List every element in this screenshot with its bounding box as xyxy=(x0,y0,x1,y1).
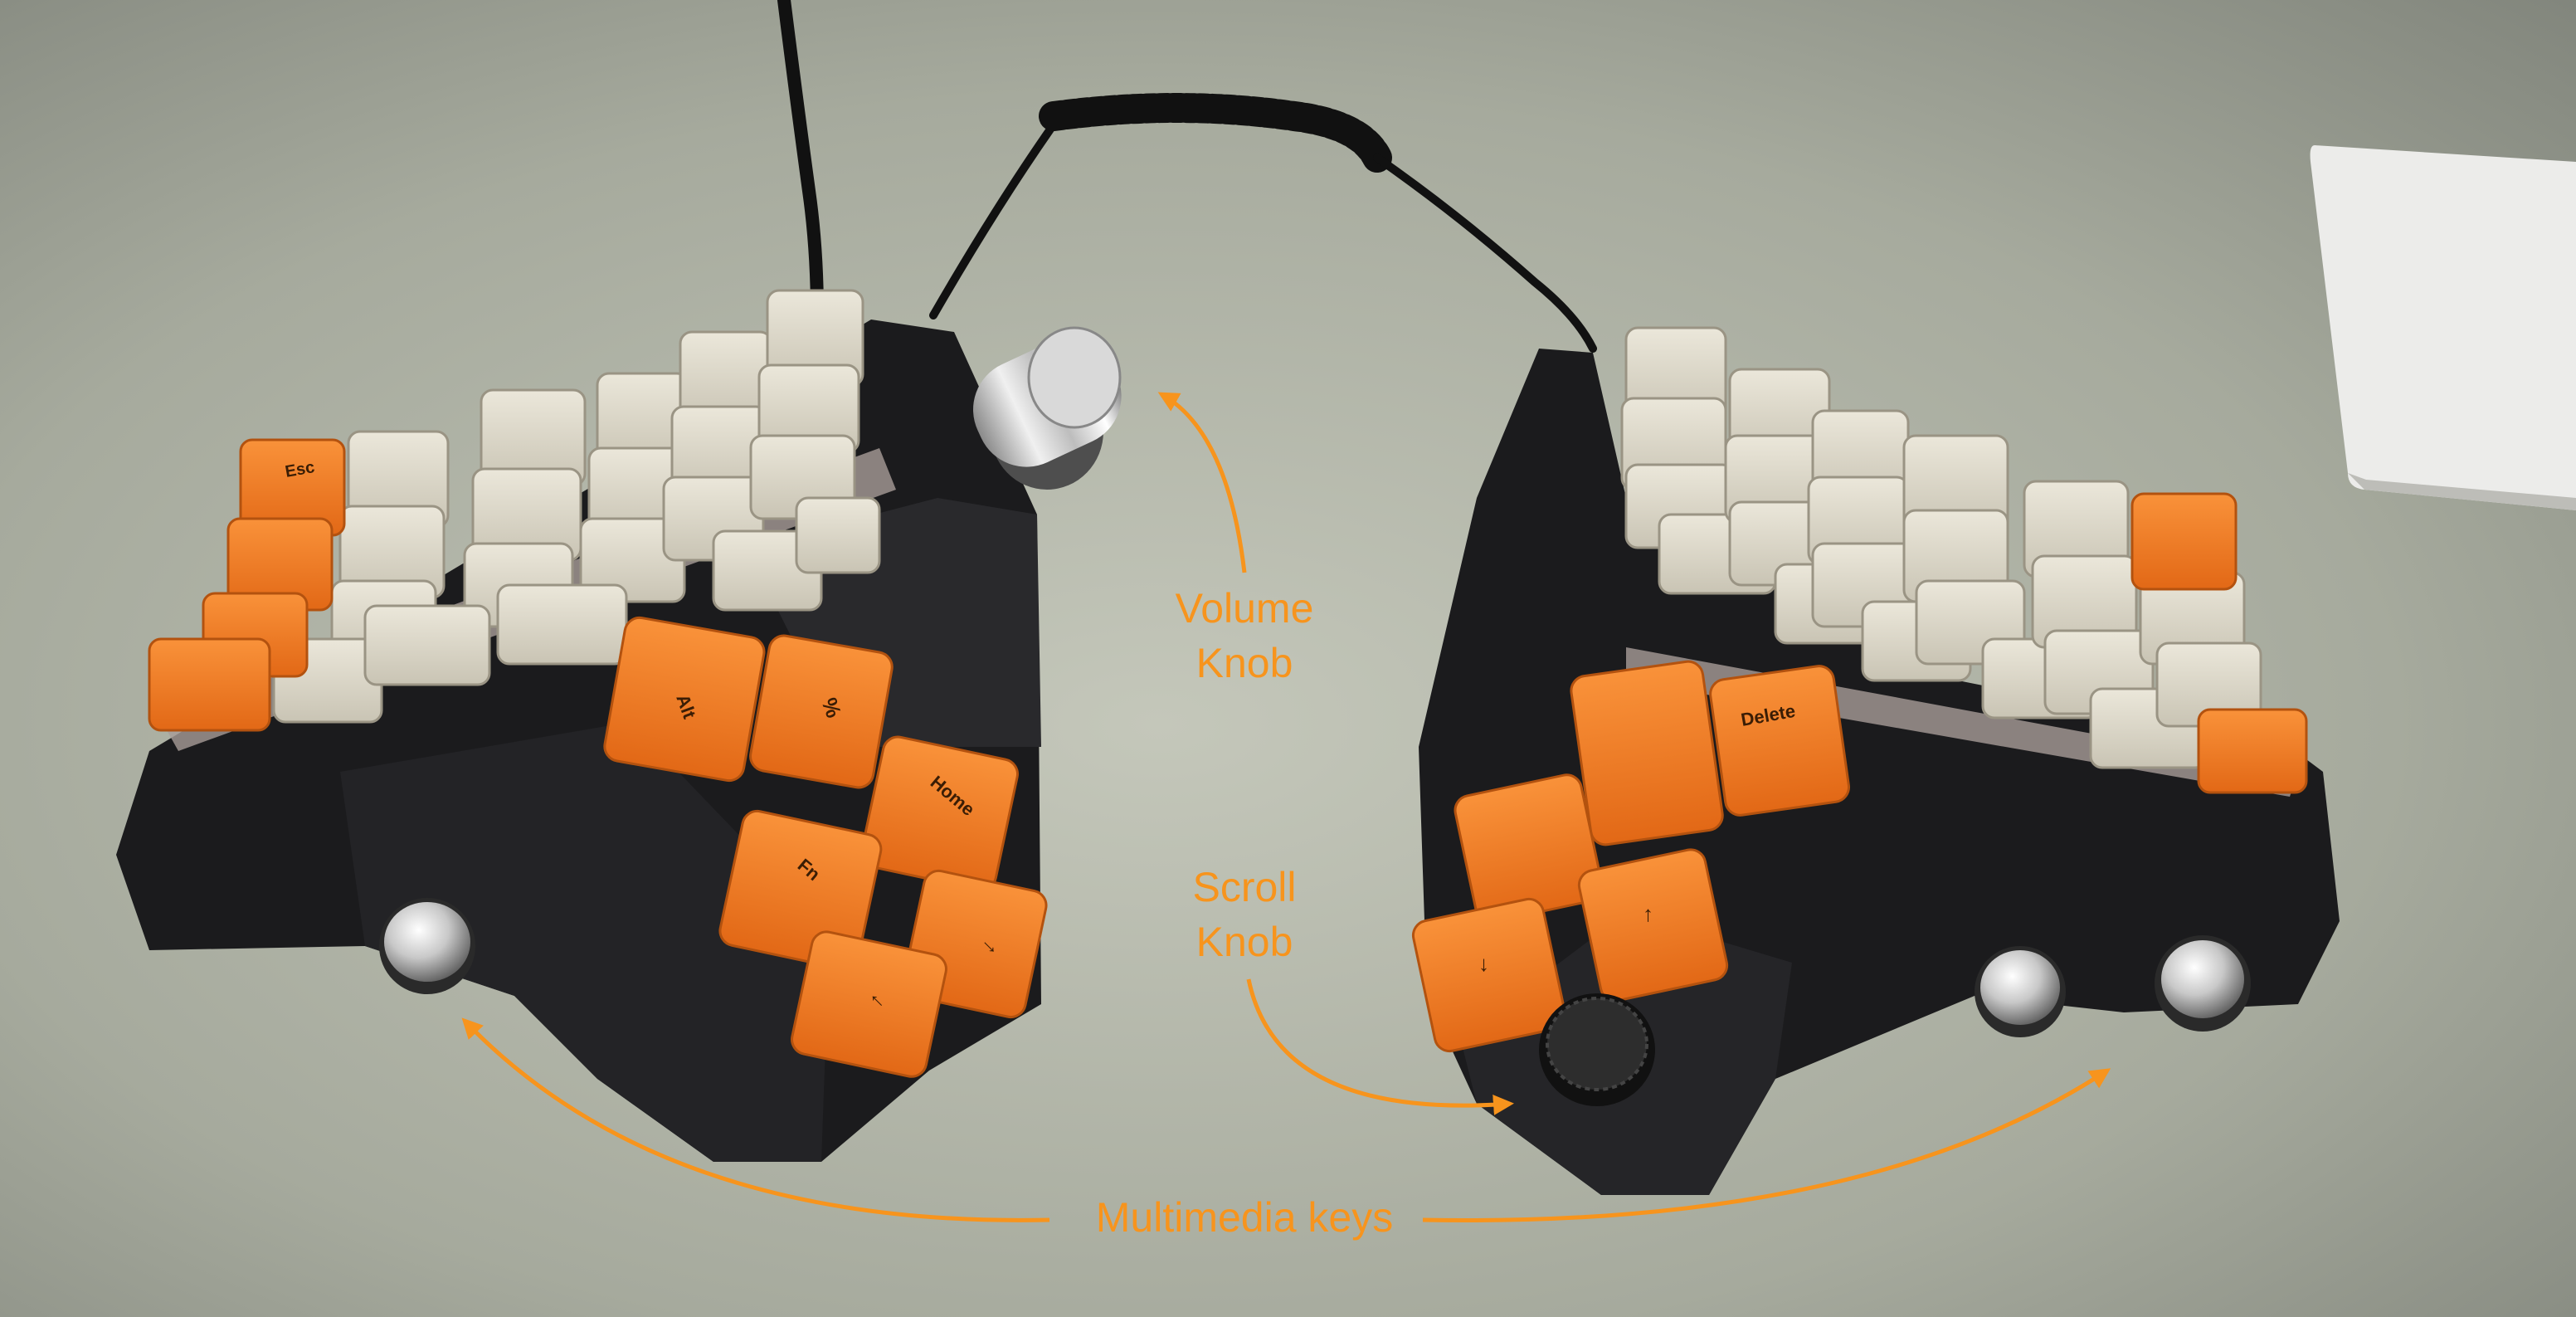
down-arrow-key xyxy=(1411,897,1567,1053)
scroll-label-line1: Scroll xyxy=(1192,864,1297,910)
cables xyxy=(777,0,1597,353)
up-arrow-legend: ↑ xyxy=(1643,901,1653,926)
scroll-label-line2: Knob xyxy=(1195,919,1293,965)
volume-knob xyxy=(972,326,1122,490)
home-key xyxy=(860,735,1019,891)
scroll-arrow xyxy=(1246,978,1514,1115)
annotation-arrows xyxy=(461,392,2111,1222)
right-pinky-keys xyxy=(2130,492,2308,794)
right-thumb-cluster xyxy=(1411,660,1850,1053)
left-multimedia-button xyxy=(379,898,475,994)
percent-key xyxy=(749,634,894,789)
left-alpha-keys xyxy=(272,289,881,724)
trackpad xyxy=(2310,145,2576,510)
volume-label-line1: Volume xyxy=(1175,585,1314,632)
left-keyboard-half: Esc Alt % Home Fn → ← xyxy=(116,289,1122,1162)
scroll-knob xyxy=(1539,993,1655,1106)
left-thumb-cluster xyxy=(603,616,1048,1078)
right-multimedia-buttons xyxy=(1975,935,2251,1037)
multimedia-arrow-left xyxy=(461,1017,1050,1222)
volume-arrow xyxy=(1157,392,1247,573)
right-keyboard-half: Delete ↑ ↓ xyxy=(1411,326,2340,1195)
multimedia-arrow-right xyxy=(1422,1068,2111,1222)
down-arrow-legend: ↓ xyxy=(1478,951,1489,976)
blank-thumb-key xyxy=(1570,660,1724,846)
left-arrow-key xyxy=(791,930,947,1078)
multimedia-keys-label: Multimedia keys xyxy=(1054,1190,1435,1245)
scroll-knob-label: Scroll Knob xyxy=(1145,860,1344,969)
alt-key xyxy=(603,616,766,783)
right-alpha-keys xyxy=(1620,326,2262,769)
fn-key xyxy=(718,809,883,971)
up-arrow-key xyxy=(1577,848,1729,1002)
delete-key xyxy=(1709,665,1850,817)
left-pinky-keys xyxy=(148,438,346,732)
volume-knob-label: Volume Knob xyxy=(1145,581,1344,690)
multimedia-label: Multimedia keys xyxy=(1095,1194,1394,1241)
volume-label-line2: Knob xyxy=(1195,640,1293,686)
